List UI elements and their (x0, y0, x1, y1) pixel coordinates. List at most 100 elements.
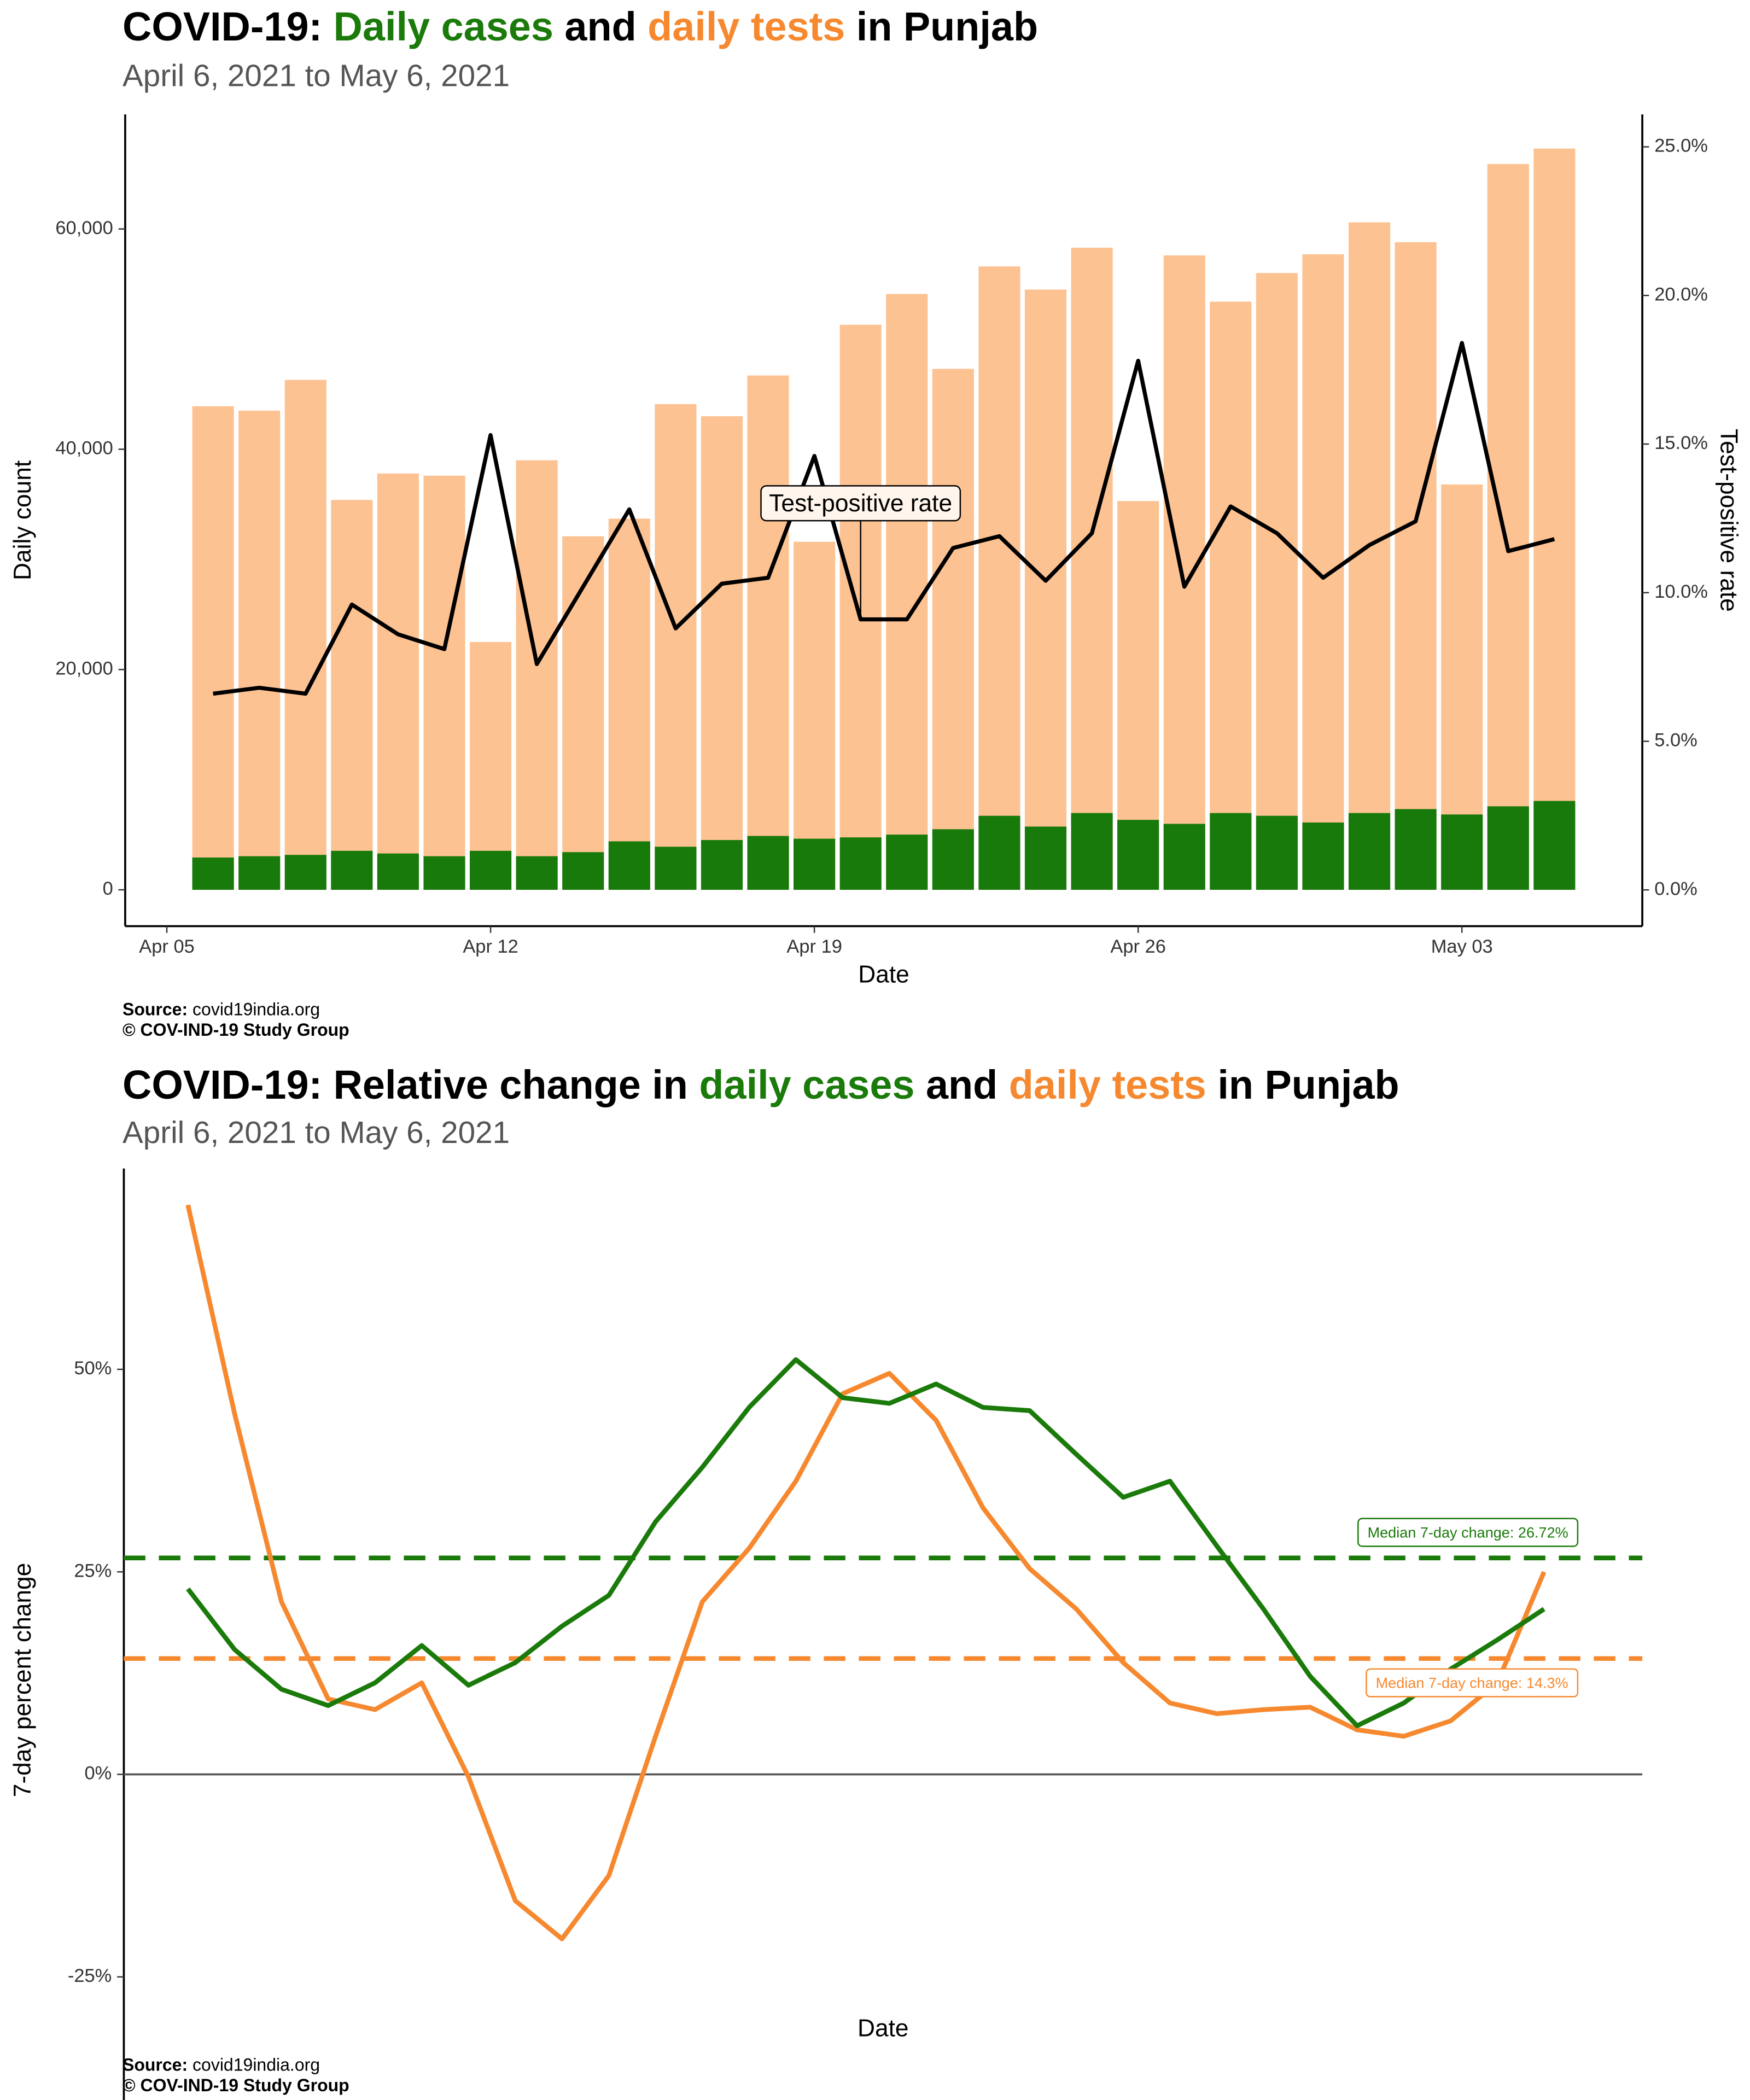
bar (377, 473, 419, 890)
bar (192, 858, 234, 890)
bar (562, 852, 604, 890)
x-tick-label: Apr 26 (1110, 936, 1166, 957)
title-part: COVID-19: Relative change in (122, 1061, 699, 1107)
bar (932, 829, 974, 890)
bar (1487, 164, 1529, 890)
bar (1071, 247, 1113, 890)
data-line (213, 341, 1555, 696)
bar (1163, 255, 1205, 890)
bar (1256, 815, 1298, 890)
bar (470, 850, 512, 890)
title-part: COVID-19: (122, 4, 334, 49)
bar (978, 815, 1020, 890)
bar (794, 838, 836, 890)
bar (1210, 813, 1252, 890)
annotation-label: Test-positive rate (769, 490, 952, 517)
bar (655, 404, 697, 890)
bar (701, 416, 743, 890)
x-axis-title: Date (858, 961, 909, 988)
title-part: in Punjab (1206, 1061, 1399, 1107)
bar (1487, 806, 1529, 890)
bar (331, 500, 373, 890)
source: Source: covid19india.org (122, 2055, 320, 2075)
data-line (186, 1357, 1545, 1729)
bar (839, 837, 882, 890)
bar (1071, 813, 1113, 890)
y2-tick-label: 25.0% (1654, 136, 1708, 156)
x-tick-label: Apr 12 (463, 936, 518, 957)
title-part: Daily cases (334, 4, 553, 49)
source-text: covid19india.org (192, 1000, 320, 1019)
x-tick-label: May 03 (1431, 936, 1493, 957)
bar (284, 855, 326, 890)
bar (1163, 824, 1205, 890)
bar (192, 406, 234, 890)
median-label: Median 7-day change: 26.72% (1368, 1524, 1568, 1541)
bar (423, 475, 465, 890)
y2-tick-label: 20.0% (1654, 284, 1708, 305)
chart-title: COVID-19: Relative change in daily cases… (122, 1061, 1399, 1107)
bar (1256, 273, 1298, 890)
bar (932, 369, 974, 890)
bar (1533, 801, 1576, 890)
x-tick-label: Apr 05 (139, 936, 195, 957)
bar (701, 840, 743, 890)
source-text: covid19india.org (192, 2055, 320, 2075)
bar (1210, 301, 1252, 890)
bar (886, 835, 928, 890)
bar (794, 541, 836, 890)
bar (608, 518, 650, 890)
bar (516, 460, 558, 890)
y2-tick-label: 10.0% (1654, 581, 1708, 602)
bar (284, 380, 326, 890)
chart-subtitle: April 6, 2021 to May 6, 2021 (122, 59, 510, 93)
y2-tick-label: 15.0% (1654, 433, 1708, 453)
y-tick-label: -25% (68, 1965, 112, 1986)
bar (470, 641, 512, 890)
bar (1302, 822, 1344, 890)
y-tick-label: 50% (74, 1358, 112, 1379)
y2-axis-title: Test-positive rate (1715, 429, 1742, 612)
y-axis-title: Daily count (9, 460, 36, 580)
y-tick-label: 0 (103, 878, 113, 899)
median-label: Median 7-day change: 14.3% (1376, 1675, 1568, 1691)
bar (1395, 242, 1437, 890)
chart-subtitle: April 6, 2021 to May 6, 2021 (122, 1115, 510, 1150)
bar (608, 841, 650, 890)
bar (1117, 820, 1159, 890)
data-line (185, 1204, 1547, 1941)
y-tick-label: 25% (74, 1560, 112, 1581)
y2-tick-label: 5.0% (1654, 730, 1698, 751)
y-tick-label: 40,000 (55, 438, 113, 459)
source-label: Source: (122, 1000, 188, 1019)
y-tick-label: 20,000 (55, 658, 113, 679)
bar (886, 294, 928, 890)
bar (238, 856, 281, 890)
title-part: and (553, 4, 648, 49)
bar (978, 266, 1020, 890)
x-tick-label: Apr 19 (786, 936, 842, 957)
title-part: daily tests (648, 4, 845, 49)
source: Source: covid19india.org (122, 1000, 320, 1019)
x-axis-title: Date (858, 2015, 909, 2042)
bar (1441, 814, 1483, 890)
bar (655, 847, 697, 890)
annotation-box (760, 485, 961, 522)
bar (516, 856, 558, 890)
title-part: daily tests (1009, 1061, 1206, 1107)
median-label-box (1357, 1518, 1579, 1547)
bar (377, 853, 419, 890)
bar (1024, 826, 1067, 890)
y-tick-label: 0% (85, 1763, 112, 1784)
bar (1395, 809, 1437, 890)
bar (1349, 813, 1391, 890)
y-axis-title: 7-day percent change (9, 1563, 36, 1798)
bar (747, 836, 789, 890)
copyright: © COV-IND-19 Study Group (122, 2075, 349, 2095)
y2-tick-label: 0.0% (1654, 878, 1698, 899)
title-part: daily cases (699, 1061, 914, 1107)
title-part: in Punjab (845, 4, 1038, 49)
bar (1533, 148, 1576, 890)
chart-title: COVID-19: Daily cases and daily tests in… (122, 4, 1038, 49)
copyright: © COV-IND-19 Study Group (122, 1020, 349, 1040)
